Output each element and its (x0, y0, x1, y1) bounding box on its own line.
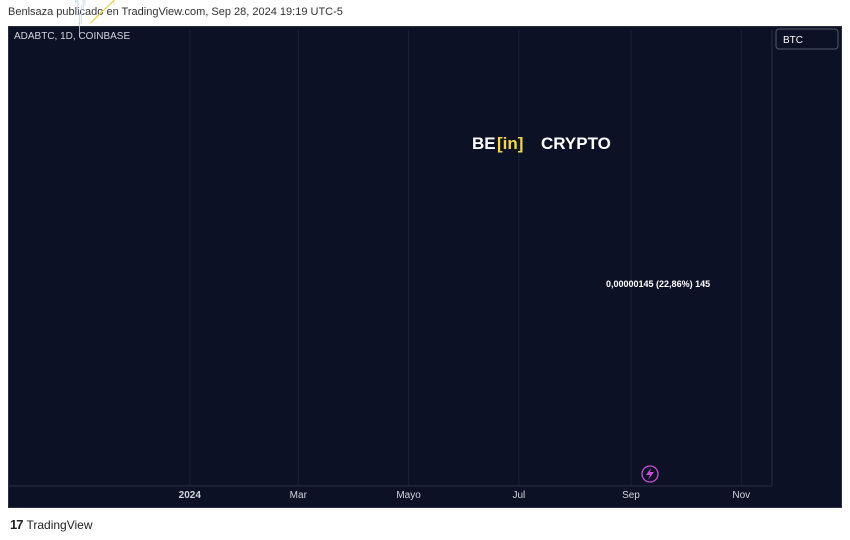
x-tick-label: Nov (732, 490, 750, 501)
chart-frame (8, 26, 842, 508)
publish-header: Benlsaza publicado en TradingView.com, S… (8, 6, 343, 18)
lightning-icon[interactable] (641, 465, 659, 483)
x-tick-label: Mar (290, 490, 308, 501)
symbol-label: ADABTC, 1D, COINBASE (14, 31, 130, 42)
x-tick-label: Jul (512, 490, 525, 501)
measure-label: 0,00000145 (22,86%) 145 (606, 279, 710, 289)
watermark-prefix: BE (472, 134, 496, 153)
candle-body (80, 23, 83, 25)
candle-body (82, 8, 84, 10)
candle-body (75, 0, 77, 2)
descending-trendline (89, 0, 116, 24)
footer: 17 TradingView (10, 517, 93, 532)
x-tick-label: Sep (622, 490, 640, 501)
grid (189, 30, 742, 486)
watermark-suffix: CRYPTO (541, 134, 611, 153)
candle-body (84, 1, 86, 3)
tradingview-logo-icon: 17 (10, 517, 24, 532)
watermark-logo: BE [in] CRYPTO (472, 134, 611, 153)
x-tick-label: Mayo (396, 490, 421, 501)
overlays (89, 0, 116, 24)
watermark-bracket: [in] (497, 134, 523, 153)
currency-button[interactable]: BTC (775, 28, 839, 50)
candle-body (78, 23, 81, 25)
x-tick-label: 2024 (179, 490, 202, 501)
tradingview-brand: TradingView (26, 517, 93, 532)
y-axis: 0,000015000,000013000,000012000,00001100… (771, 30, 773, 486)
currency-button-label: BTC (783, 35, 803, 46)
x-axis: 2024 Mar Mayo Jul Sep Nov (9, 485, 772, 501)
candles (75, 0, 115, 35)
candle-body (77, 13, 79, 15)
